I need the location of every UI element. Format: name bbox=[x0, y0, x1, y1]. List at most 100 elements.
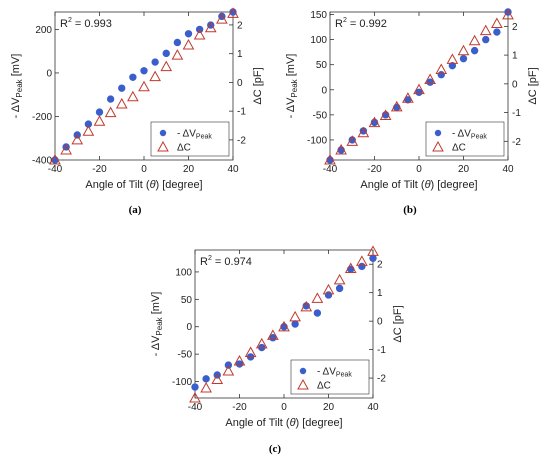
legend-label: ΔC bbox=[452, 143, 466, 154]
x-tick-label: -20 bbox=[92, 164, 107, 175]
point-capacitance bbox=[193, 28, 206, 40]
y-right-tick-label: 1 bbox=[512, 51, 518, 62]
y-right-tick-label: 0 bbox=[512, 79, 518, 90]
y-right-tick-label: -2 bbox=[377, 374, 386, 385]
r-squared-symbol: R bbox=[335, 18, 343, 30]
y-right-axis-label: ΔC [pF] bbox=[392, 305, 404, 342]
point-capacitance bbox=[60, 143, 72, 155]
legend-label: - ΔVPeak bbox=[452, 129, 487, 141]
chart-panel-3: -40 -20 0 20 40 -100 -50 0 50 100 -2 -1 0 1 2 Angle of … bbox=[150, 245, 404, 455]
y-right-tick-label: 1 bbox=[237, 49, 243, 60]
point-capacitance bbox=[457, 44, 470, 56]
point-voltage bbox=[173, 38, 182, 47]
y-right-tick-label: 1 bbox=[377, 288, 383, 299]
y-right-tick-label: 0 bbox=[377, 317, 383, 328]
point-capacitance bbox=[502, 8, 514, 20]
x-tick-label: -40 bbox=[188, 402, 203, 413]
point-capacitance bbox=[267, 329, 279, 340]
legend-label-text: ΔC bbox=[177, 143, 191, 154]
legend-marker-voltage bbox=[434, 129, 442, 137]
point-capacitance bbox=[200, 382, 212, 393]
chart-panel-2: -40 -20 0 20 40 -100 -50 0 50 100 150 -2 -1 0 1 2 Angle … bbox=[285, 8, 539, 216]
point-capacitance bbox=[82, 125, 95, 136]
point-voltage bbox=[191, 383, 199, 391]
point-voltage bbox=[202, 375, 210, 383]
y-left-axis-label-unit: [mV] bbox=[150, 292, 162, 318]
y-left-tick-label: 50 bbox=[316, 60, 328, 71]
point-voltage bbox=[118, 84, 126, 92]
point-capacitance bbox=[216, 13, 228, 24]
point-voltage bbox=[437, 71, 445, 79]
y-right-axis-label: ΔC [pF] bbox=[527, 67, 539, 104]
point-capacitance bbox=[468, 34, 481, 46]
point-capacitance bbox=[71, 133, 84, 145]
y-left-axis-label-text: - ΔV bbox=[10, 97, 22, 118]
legend-marker-capacitance bbox=[297, 378, 309, 390]
y-left-tick-label: 0 bbox=[321, 85, 327, 96]
point-capacitance bbox=[104, 106, 117, 118]
y-left-tick-label: -50 bbox=[178, 350, 193, 361]
y-right-tick-label: 2 bbox=[377, 260, 383, 271]
y-right-tick-label: -2 bbox=[237, 135, 246, 146]
y-left-tick-label: 100 bbox=[310, 35, 327, 46]
point-capacitance bbox=[368, 116, 381, 128]
y-left-axis-label-sub: Peak bbox=[155, 316, 164, 335]
y-right-axis-label: ΔC [pF] bbox=[252, 67, 264, 104]
point-capacitance bbox=[255, 337, 268, 349]
point-capacitance bbox=[127, 90, 139, 102]
point-capacitance bbox=[344, 262, 357, 273]
point-capacitance bbox=[479, 24, 492, 36]
y-left-tick-label: -50 bbox=[313, 110, 328, 121]
point-capacitance bbox=[204, 21, 217, 33]
y-left-tick-label: -400 bbox=[32, 156, 52, 167]
point-voltage bbox=[324, 291, 333, 299]
point-voltage bbox=[291, 320, 299, 328]
x-axis-label-symbol: θ bbox=[290, 417, 296, 429]
legend-box bbox=[425, 121, 505, 157]
legend-label-text: ΔC bbox=[317, 381, 331, 392]
legend-label: - ΔVPeak bbox=[177, 129, 212, 141]
point-voltage bbox=[415, 88, 423, 96]
legend-label-sub: Peak bbox=[196, 134, 212, 141]
point-capacitance bbox=[402, 92, 414, 103]
y-left-axis-label: - ΔVPeak [mV] bbox=[10, 54, 24, 119]
y-left-tick-label: 200 bbox=[35, 25, 52, 36]
panel-label: (b) bbox=[403, 204, 417, 216]
x-axis-label-text: Angle of Tilt ( bbox=[85, 179, 150, 191]
x-tick-label: 20 bbox=[183, 164, 195, 175]
legend-label: - ΔVPeak bbox=[317, 367, 352, 379]
point-voltage bbox=[459, 54, 468, 63]
y-left-tick-label: 0 bbox=[186, 322, 192, 333]
x-axis-label-unit: ) [degree] bbox=[431, 179, 478, 191]
point-voltage bbox=[313, 309, 322, 317]
x-tick-label: 40 bbox=[502, 164, 514, 175]
x-axis-label-symbol: θ bbox=[150, 179, 156, 191]
r-squared-symbol: R bbox=[200, 256, 208, 268]
x-tick-label: -40 bbox=[48, 164, 63, 175]
point-capacitance bbox=[322, 283, 335, 295]
panel-label: (a) bbox=[129, 204, 142, 216]
x-axis-label: Angle of Tilt (θ) [degree] bbox=[225, 417, 342, 429]
point-voltage bbox=[448, 61, 457, 70]
legend-label: ΔC bbox=[317, 381, 331, 392]
y-left-axis-label-sub: Peak bbox=[290, 78, 299, 97]
legend-label-text: - ΔV bbox=[452, 129, 471, 140]
y-left-tick-label: -100 bbox=[307, 135, 327, 146]
point-capacitance bbox=[278, 320, 290, 332]
y-left-axis-label: - ΔVPeak [mV] bbox=[150, 292, 164, 357]
point-capacitance bbox=[160, 60, 173, 72]
point-capacitance bbox=[115, 97, 128, 109]
point-capacitance bbox=[390, 100, 403, 112]
point-voltage bbox=[470, 46, 479, 55]
point-capacitance bbox=[149, 70, 161, 82]
point-capacitance bbox=[300, 300, 313, 312]
y-right-tick-label: -1 bbox=[512, 108, 521, 119]
y-left-tick-label: -100 bbox=[172, 377, 192, 388]
y-right-tick-label: 2 bbox=[512, 22, 518, 33]
x-tick-label: 0 bbox=[141, 164, 147, 175]
y-left-axis-label-unit: [mV] bbox=[285, 54, 297, 80]
y-right-tick-label: 0 bbox=[237, 78, 243, 89]
point-voltage bbox=[95, 108, 104, 116]
point-capacitance bbox=[367, 245, 379, 256]
